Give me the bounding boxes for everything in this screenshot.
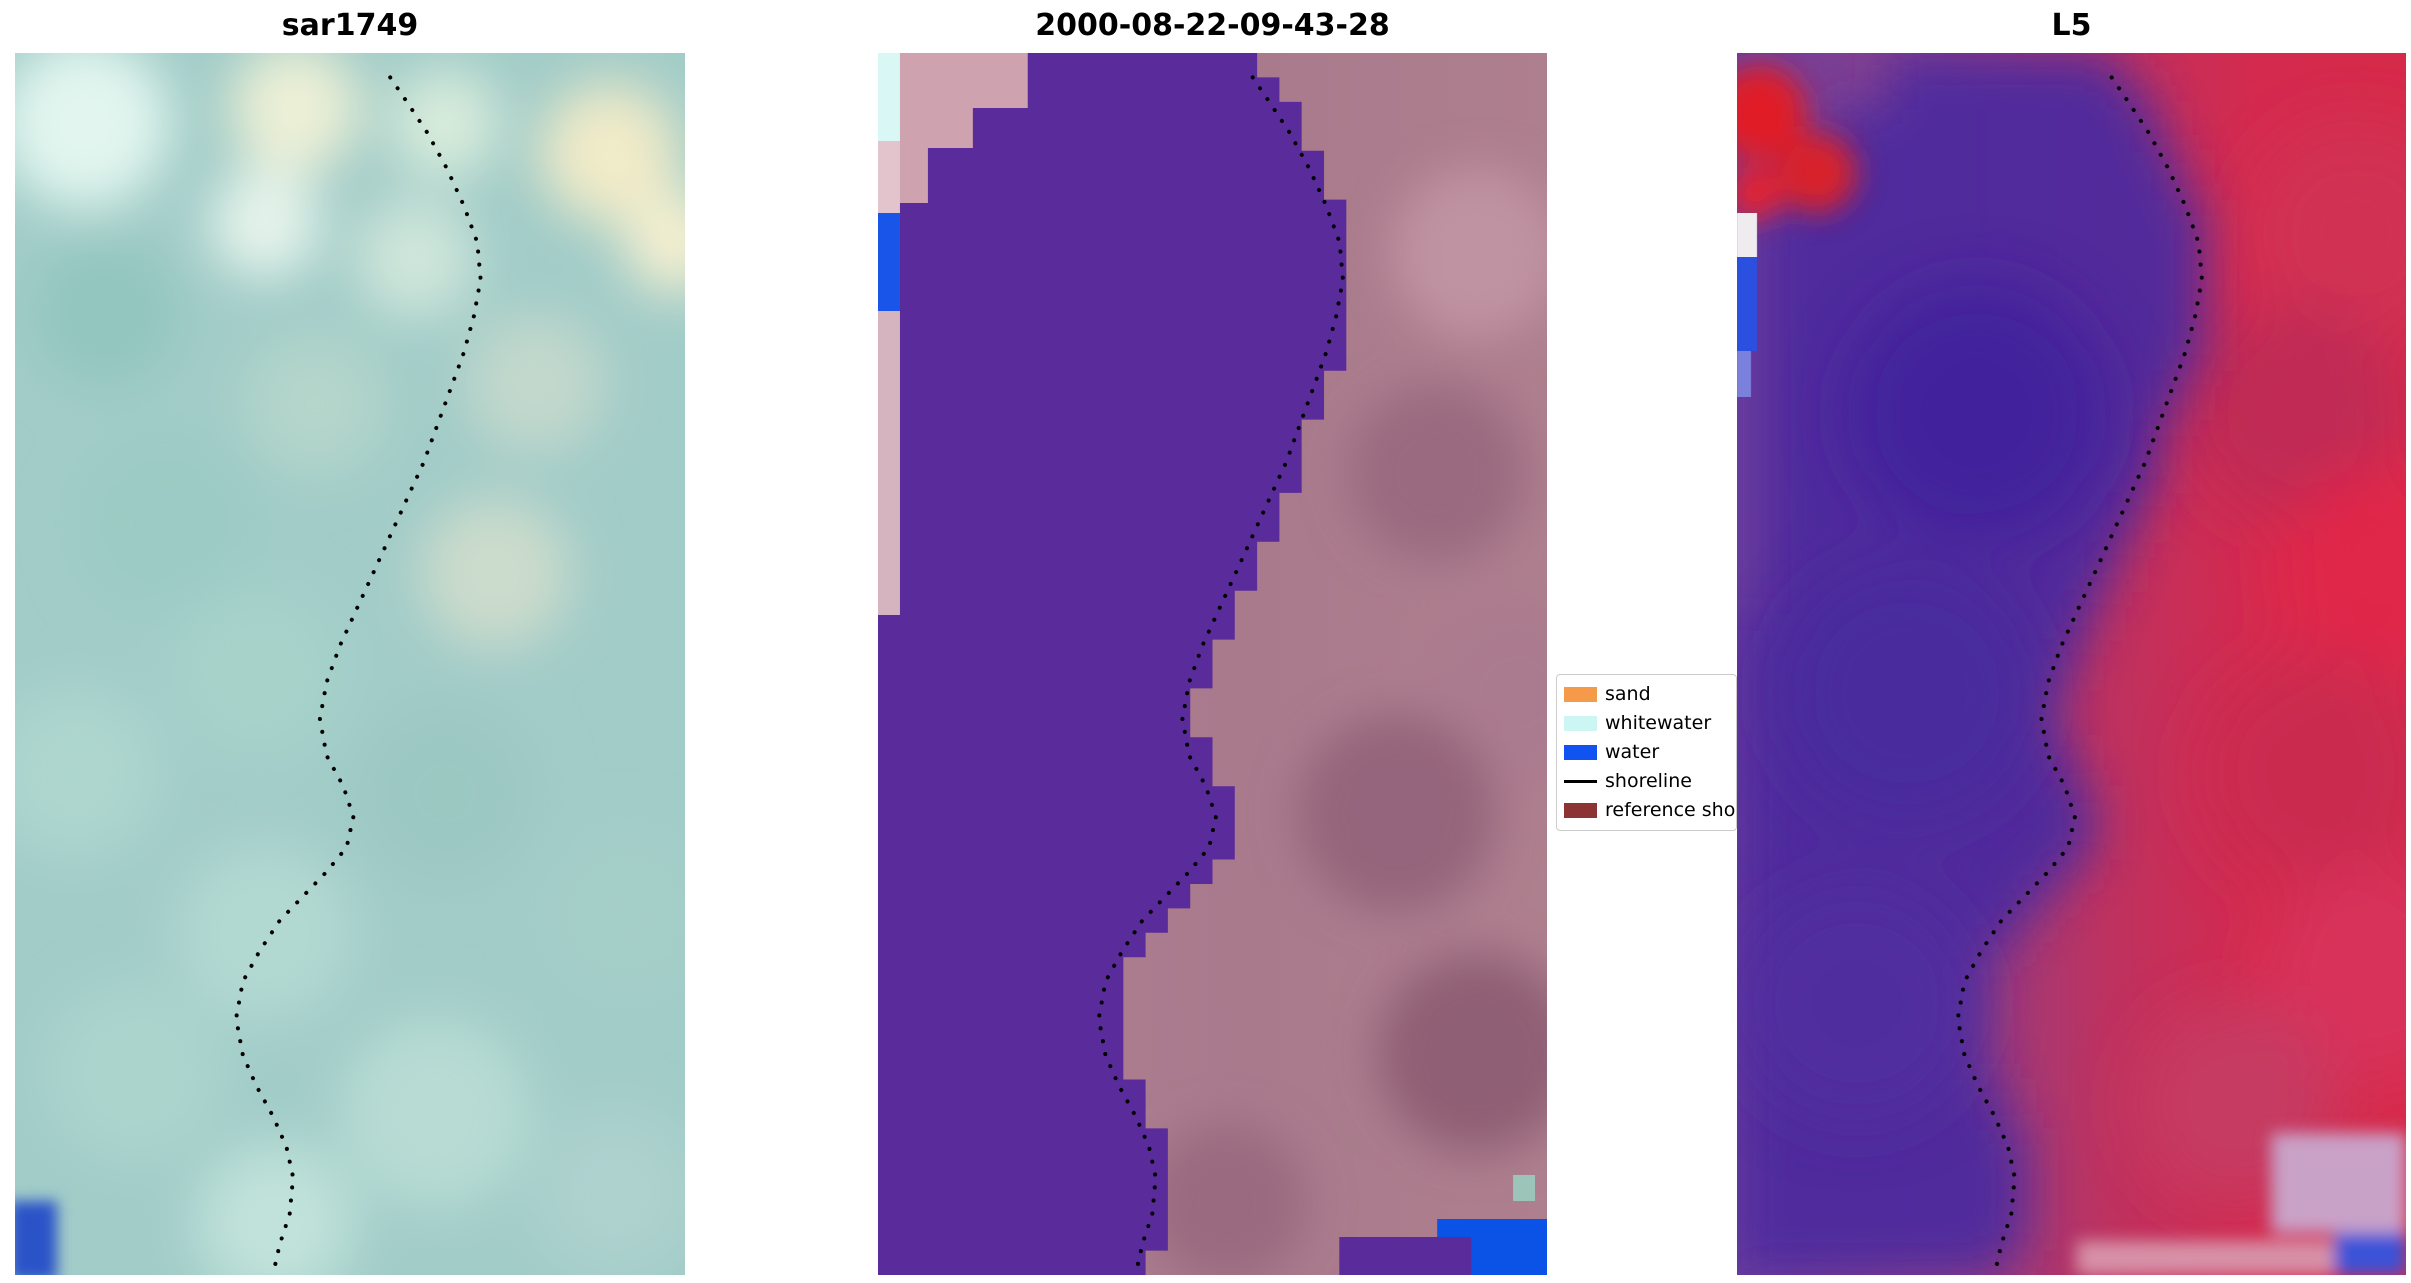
panel-sar-image (15, 53, 685, 1275)
classified-image-svg (878, 53, 1547, 1275)
shoreline-line-swatch (1564, 780, 1597, 783)
legend: sand whitewater water shoreline referenc… (1556, 674, 1737, 831)
whitewater-swatch (1564, 716, 1597, 731)
sar-texture-blobs (15, 53, 685, 1275)
water-swatch (1564, 745, 1597, 760)
indigo-texture-blobs (1737, 283, 2107, 1123)
sar-image-svg (15, 53, 685, 1275)
mauve-texture-blobs (1147, 168, 1547, 1275)
panel-classified-image (878, 53, 1547, 1275)
blue-edge-patch (1737, 257, 1757, 351)
water-strip (878, 213, 900, 311)
teal-pixel (1513, 1175, 1536, 1201)
edge-strip (878, 141, 900, 213)
whitewater-strip (878, 53, 900, 141)
legend-item-whitewater: whitewater (1564, 713, 1729, 734)
lightblue-edge-patch (1737, 351, 1751, 397)
water-mask-patch-bottom (1339, 1237, 1472, 1275)
sand-swatch (1564, 687, 1597, 702)
l5-image-svg (1737, 53, 2406, 1275)
edge-strip-lower (878, 311, 900, 615)
legend-label: sand (1605, 683, 1651, 705)
legend-item-sand: sand (1564, 684, 1729, 705)
shoreline-dots (234, 75, 483, 1275)
red-corner-blobs (1737, 65, 1857, 221)
water-patch (15, 1201, 57, 1275)
white-edge-patch (1737, 213, 1757, 257)
panel-title-l5: L5 (2051, 8, 2092, 43)
legend-label: water (1605, 741, 1660, 763)
panel-l5-image (1737, 53, 2406, 1275)
bottom-right-patches (2076, 1133, 2406, 1275)
legend-item-water: water (1564, 742, 1729, 763)
legend-label: shoreline (1605, 770, 1692, 792)
shoreline-dots (1955, 75, 2204, 1275)
legend-label: reference shoreline (1605, 799, 1736, 821)
water-classification-mask (878, 53, 1347, 1275)
reference-shoreline-swatch (1564, 803, 1597, 818)
panel-title-sar: sar1749 (281, 8, 419, 43)
legend-label: whitewater (1605, 712, 1712, 734)
shoreline-dots (1096, 75, 1345, 1275)
legend-item-reference-shoreline: reference shoreline (1564, 800, 1736, 821)
legend-item-shoreline: shoreline (1564, 771, 1729, 792)
panel-title-date: 2000-08-22-09-43-28 (1035, 8, 1390, 43)
